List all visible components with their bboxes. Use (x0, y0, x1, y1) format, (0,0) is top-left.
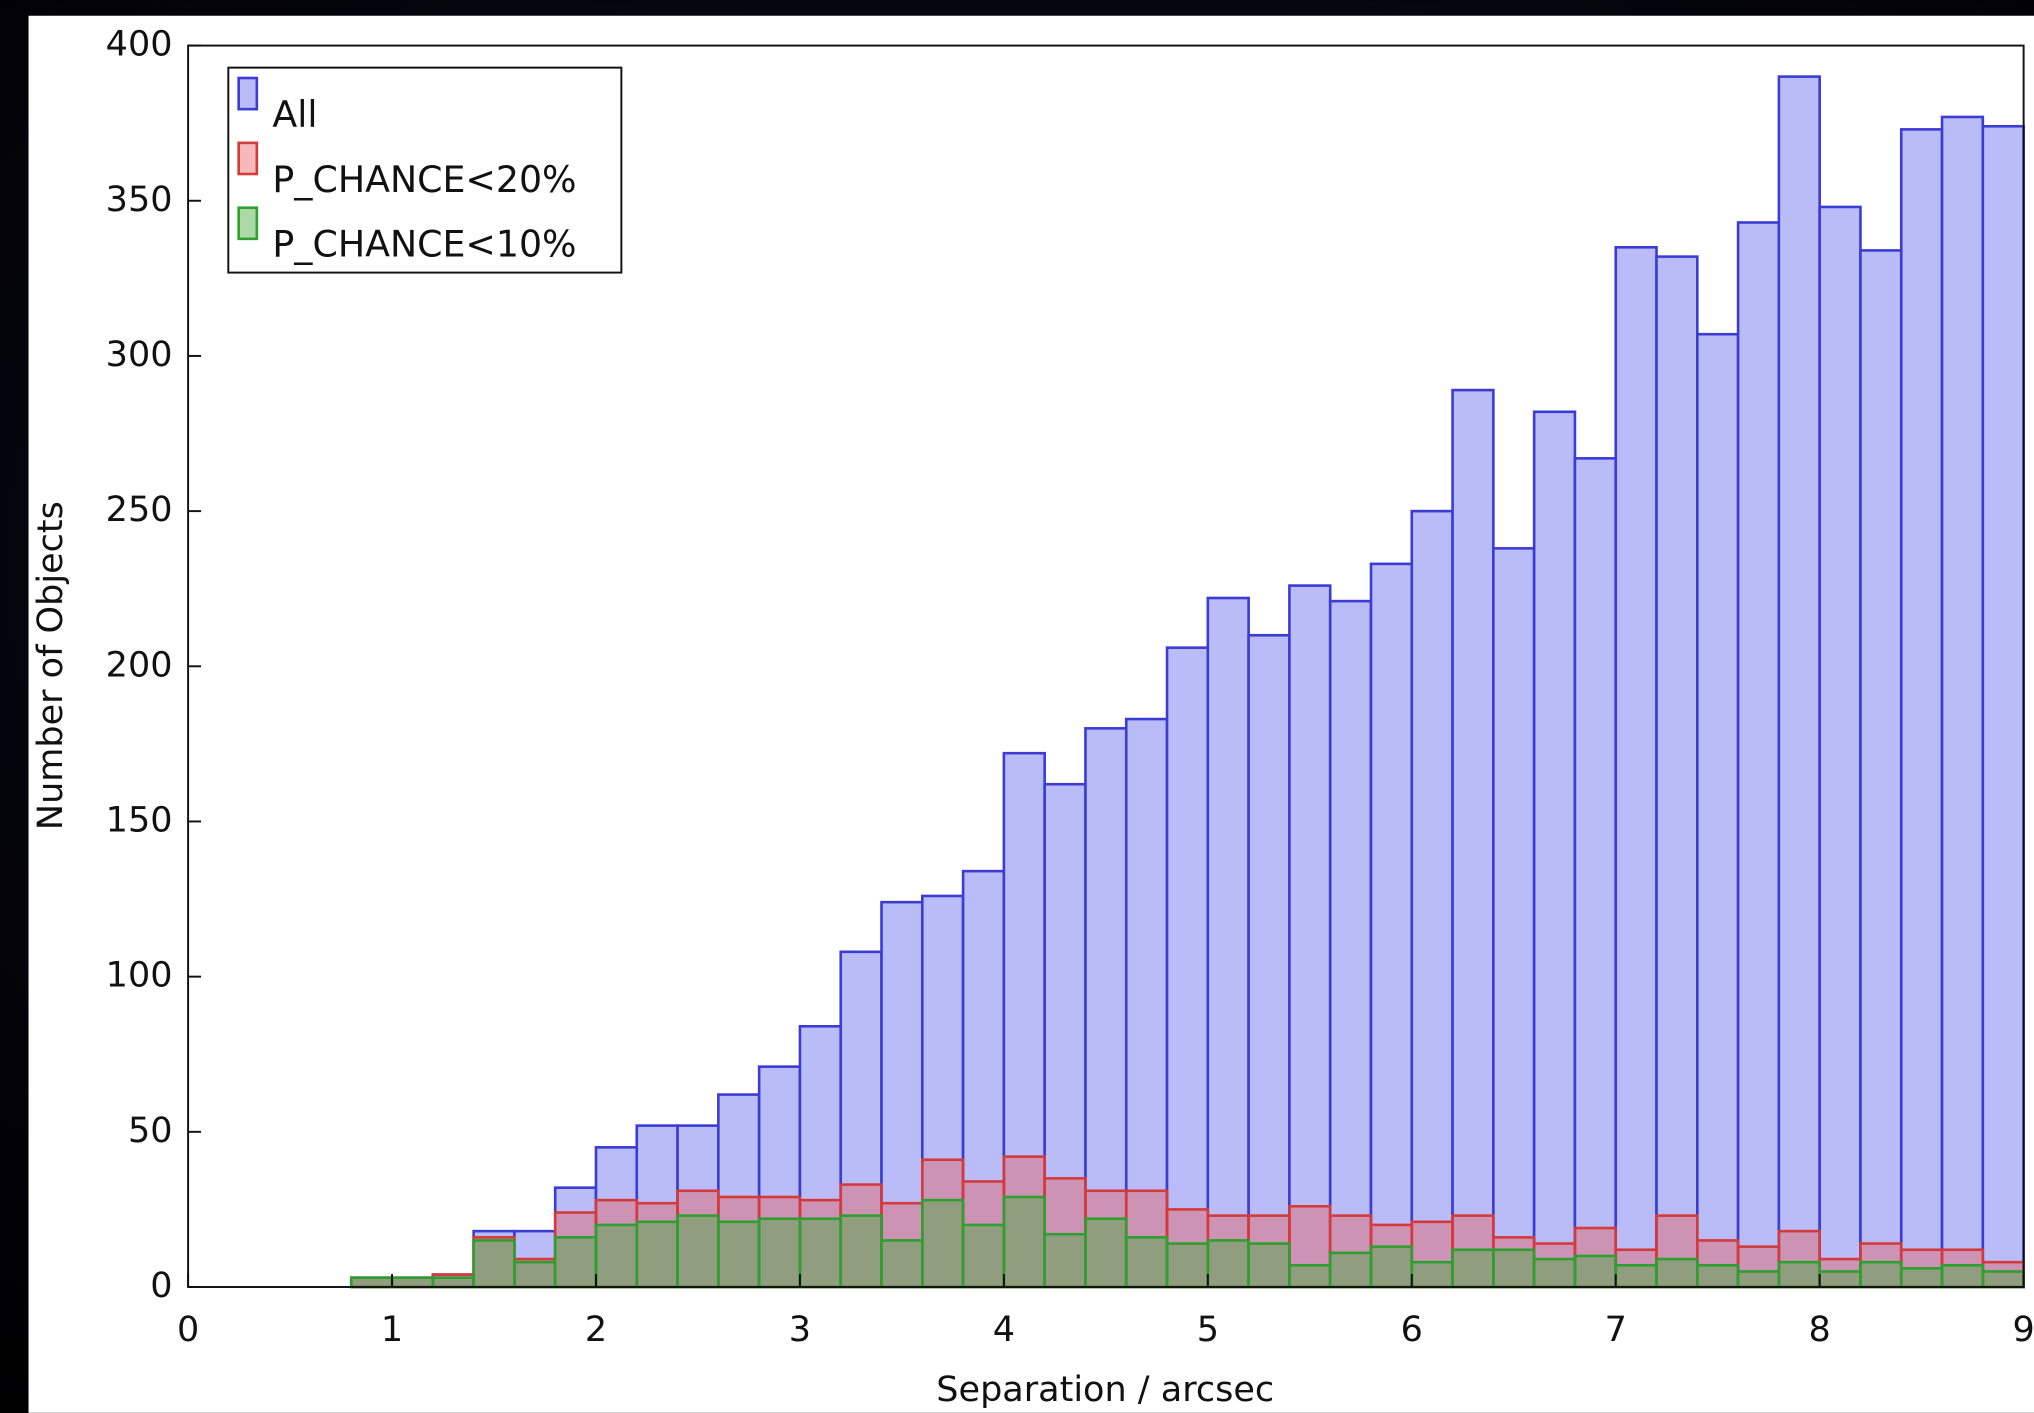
histogram-bar (1453, 1250, 1494, 1287)
legend-swatch (239, 78, 257, 109)
histogram-bar (1126, 1237, 1167, 1287)
histogram-bar (1983, 126, 2024, 1287)
histogram-bar (678, 1216, 719, 1287)
histogram-bar (1983, 1271, 2024, 1287)
histogram-bar (1412, 511, 1453, 1287)
histogram-bar (922, 1200, 963, 1287)
histogram-bar (1412, 1262, 1453, 1287)
legend-label: All (272, 93, 317, 136)
histogram-bar (1534, 412, 1575, 1287)
histogram-bar (1289, 1265, 1330, 1287)
y-tick-label: 200 (106, 644, 173, 685)
histogram-bar (474, 1240, 515, 1287)
y-axis-label: Number of Objects (30, 501, 71, 830)
histogram-bar (1942, 117, 1983, 1287)
histogram-bar (1616, 1265, 1657, 1287)
histogram-bar (1616, 247, 1657, 1287)
histogram-bar (1738, 222, 1779, 1287)
histogram-bar (1657, 257, 1698, 1287)
y-tick-label: 50 (128, 1110, 173, 1151)
histogram-bar (1942, 1265, 1983, 1287)
histogram-bar (351, 1278, 392, 1287)
x-tick-label: 4 (993, 1309, 1015, 1350)
histogram-bar (1167, 648, 1208, 1287)
legend-swatch (239, 208, 257, 239)
histogram-bar (759, 1219, 800, 1287)
histogram-bar (1289, 586, 1330, 1287)
x-tick-label: 1 (381, 1309, 403, 1350)
histogram-bar (1697, 334, 1738, 1287)
y-tick-label: 300 (106, 334, 173, 375)
x-axis-label: Separation / arcsec (936, 1369, 1274, 1410)
histogram-bar (718, 1222, 759, 1287)
histogram-bar (1453, 390, 1494, 1287)
legend-label: P_CHANCE<10% (272, 223, 576, 266)
histogram-bar (637, 1222, 678, 1287)
y-tick-label: 350 (106, 179, 173, 220)
histogram-bar (1330, 601, 1371, 1287)
histogram-bar (555, 1237, 596, 1287)
histogram-bar (1575, 458, 1616, 1287)
histogram-bar (1330, 1253, 1371, 1287)
y-tick-label: 150 (106, 799, 173, 840)
x-tick-label: 5 (1197, 1309, 1219, 1350)
histogram-bar (1860, 1262, 1901, 1287)
x-tick-label: 6 (1401, 1309, 1423, 1350)
x-tick-label: 8 (1809, 1309, 1831, 1350)
histogram-bar (1575, 1256, 1616, 1287)
histogram-bar (392, 1278, 433, 1287)
histogram-bar (1820, 207, 1861, 1287)
x-tick-label: 7 (1605, 1309, 1627, 1350)
x-tick-label: 3 (789, 1309, 811, 1350)
histogram-bar (1208, 598, 1249, 1287)
histogram-bar (1371, 564, 1412, 1287)
x-tick-label: 0 (177, 1309, 199, 1350)
y-tick-label: 100 (106, 955, 173, 996)
histogram-bar (800, 1219, 841, 1287)
histogram-bar (1371, 1247, 1412, 1287)
histogram-bar (1085, 1219, 1126, 1287)
histogram-bar (1493, 1250, 1534, 1287)
histogram-bar (841, 1216, 882, 1287)
histogram-bar (433, 1278, 474, 1287)
y-tick-label: 250 (106, 489, 173, 530)
histogram-bar (1657, 1259, 1698, 1287)
histogram-bar (1697, 1265, 1738, 1287)
histogram-bar (1208, 1240, 1249, 1287)
histogram-bar (596, 1225, 637, 1287)
legend-label: P_CHANCE<20% (272, 158, 576, 201)
histogram-bar (1901, 1268, 1942, 1287)
histogram-bar (514, 1262, 555, 1287)
histogram-bar (1779, 1262, 1820, 1287)
histogram-bar (1738, 1271, 1779, 1287)
chart: 0 50 100 150 200 250 300 350 400 0 1 2 3 4 5 6 7 8 9 All P_C… (0, 0, 2034, 1413)
histogram-bar (1779, 77, 1820, 1287)
histogram-bar (963, 1225, 1004, 1287)
histogram-bar (1167, 1244, 1208, 1287)
histogram-bar (1045, 1234, 1086, 1287)
histogram-bar (1860, 250, 1901, 1287)
histogram-bar (1534, 1259, 1575, 1287)
histogram-bar (1820, 1271, 1861, 1287)
y-tick-label: 0 (150, 1265, 172, 1306)
histogram-bar (1004, 1197, 1045, 1287)
histogram-bar (1249, 1244, 1290, 1287)
histogram-bar (1901, 129, 1942, 1287)
y-tick-label: 400 (106, 24, 173, 65)
x-tick-label: 2 (585, 1309, 607, 1350)
x-tick-label: 9 (2012, 1309, 2034, 1350)
legend-swatch (239, 143, 257, 174)
histogram-bar (882, 1240, 923, 1287)
histogram-bar (1493, 548, 1534, 1287)
histogram-bar (1249, 635, 1290, 1287)
